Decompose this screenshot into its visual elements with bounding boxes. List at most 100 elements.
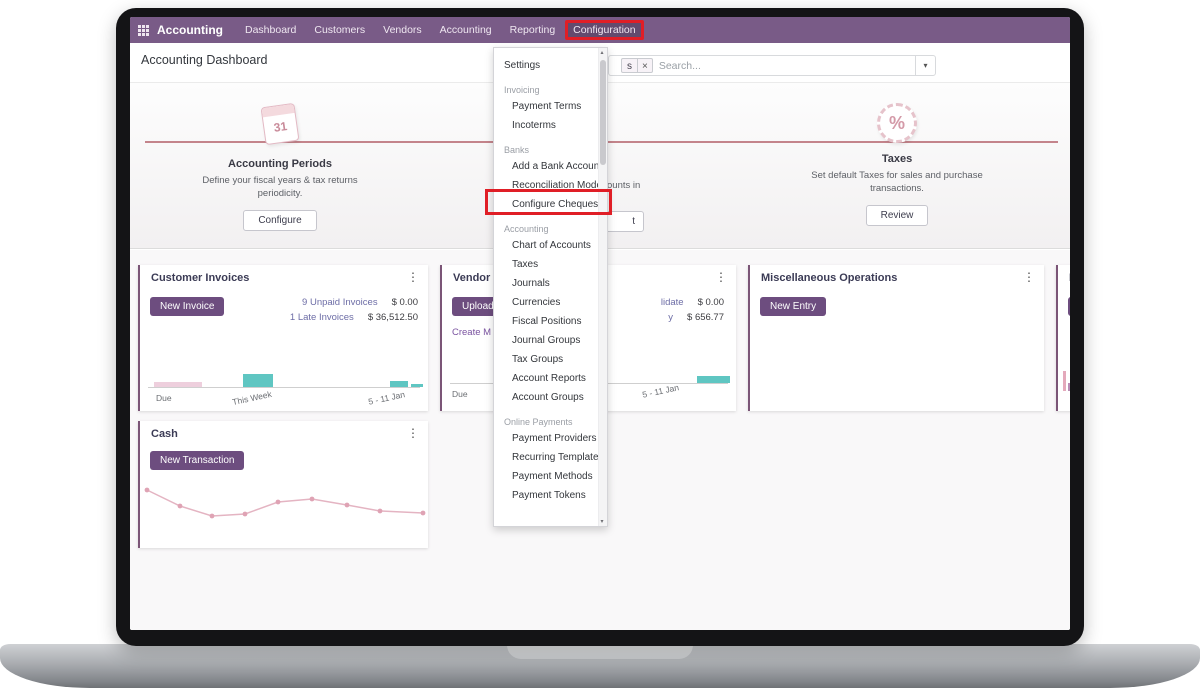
menu-section-invoicing: Invoicing — [504, 85, 540, 95]
stat-row: y $ 656.77 — [594, 310, 724, 325]
menu-section-banks: Banks — [504, 145, 530, 155]
nav-item-configuration[interactable]: Configuration — [565, 20, 644, 40]
card-customer-invoices: Customer Invoices ⋮ New Invoice 9 Unpaid… — [138, 265, 428, 411]
search-facet[interactable]: s × — [621, 58, 653, 73]
upload-button[interactable]: Upload — [452, 297, 504, 316]
step-title: Taxes — [881, 153, 913, 165]
menu-item-account-reports[interactable]: Account Reports — [512, 373, 586, 384]
chart-bar-teal — [697, 376, 730, 383]
menu-item-journal-groups[interactable]: Journal Groups — [512, 335, 581, 346]
new-transaction-button[interactable]: New Transaction — [150, 451, 245, 470]
menu-section-online-payments: Online Payments — [504, 417, 573, 427]
nav-item-accounting[interactable]: Accounting — [439, 24, 492, 36]
dropdown-scrollbar[interactable]: ▴ ▾ — [598, 48, 607, 526]
occluded-step-text-fragment: ounts in — [607, 180, 641, 191]
new-entry-button[interactable]: New Entry — [760, 297, 827, 316]
stat-row: 1 Late Invoices $ 36,512.50 — [248, 310, 418, 325]
chart-axis — [148, 387, 420, 388]
axis-label: Due — [452, 389, 468, 399]
axis-label: 5 - 11 Jan — [367, 389, 406, 407]
nav-item-vendors[interactable]: Vendors — [383, 24, 422, 36]
step-description: Define your fiscal years & tax returns p… — [202, 175, 358, 199]
menu-item-payment-terms[interactable]: Payment Terms — [512, 101, 582, 112]
chart-bar-pink — [154, 382, 202, 387]
laptop-screen: Accounting Dashboard Customers Vendors A… — [130, 17, 1070, 630]
menu-item-account-groups[interactable]: Account Groups — [512, 392, 584, 403]
axis-label: Due — [156, 393, 172, 403]
menu-item-currencies[interactable]: Currencies — [512, 297, 561, 308]
menu-item-journals[interactable]: Journals — [512, 278, 550, 289]
menu-item-tax-groups[interactable]: Tax Groups — [512, 354, 564, 365]
menu-item-fiscal-positions[interactable]: Fiscal Positions — [512, 316, 582, 327]
menu-item-incoterms[interactable]: Incoterms — [512, 120, 556, 131]
stat-amount: $ 36,512.50 — [367, 312, 418, 323]
create-manually-link[interactable]: Create M — [452, 327, 492, 338]
stat-label[interactable]: 1 Late Invoices — [289, 312, 354, 323]
invoice-stats: 9 Unpaid Invoices $ 0.00 1 Late Invoices… — [248, 295, 418, 325]
card-cash: Cash ⋮ New Transaction — [138, 421, 428, 548]
scroll-down-icon[interactable]: ▾ — [600, 519, 604, 525]
card-title: Miscellaneous Operations — [761, 272, 898, 284]
chart-bar-purple — [1068, 383, 1070, 391]
menu-item-configure-cheques[interactable]: Configure Cheques — [512, 199, 599, 210]
laptop-notch — [507, 644, 693, 659]
review-button[interactable]: Review — [865, 205, 929, 226]
nav-item-reporting[interactable]: Reporting — [509, 24, 556, 36]
apps-menu-icon[interactable] — [138, 24, 149, 36]
chart-bar-teal — [243, 374, 273, 387]
menu-item-chart-of-accounts[interactable]: Chart of Accounts — [512, 240, 591, 251]
axis-label: 5 - 11 Jan — [641, 382, 680, 400]
stat-label[interactable]: y — [668, 312, 674, 323]
menu-item-payment-methods[interactable]: Payment Methods — [512, 471, 593, 482]
step-description: Set default Taxes for sales and purchase… — [811, 170, 983, 194]
chart-bar-pink — [1063, 371, 1066, 391]
laptop-bezel: Accounting Dashboard Customers Vendors A… — [116, 8, 1084, 646]
axis-label: This Week — [231, 388, 273, 408]
page-title: Accounting Dashboard — [141, 53, 268, 67]
card-title: B — [1069, 272, 1070, 284]
scrollbar-thumb[interactable] — [600, 60, 606, 165]
card-title: Cash — [151, 428, 178, 440]
menu-item-add-bank-account[interactable]: Add a Bank Account — [512, 161, 603, 172]
clipped-card-button[interactable]: N — [1068, 297, 1070, 316]
stat-amount: $ 656.77 — [687, 312, 724, 323]
onboarding-step-accounting-periods: 31 Accounting Periods Define your fiscal… — [180, 102, 380, 231]
chart-bar-teal — [390, 381, 408, 387]
card-miscellaneous-operations: Miscellaneous Operations ⋮ New Entry — [748, 265, 1044, 411]
facet-close-icon[interactable]: × — [637, 59, 652, 72]
search-dropdown-caret-icon[interactable]: ▾ — [915, 56, 935, 75]
kebab-menu-icon[interactable]: ⋮ — [1023, 270, 1035, 284]
menu-section-accounting: Accounting — [504, 224, 549, 234]
configure-button[interactable]: Configure — [243, 210, 317, 231]
app-brand[interactable]: Accounting — [157, 23, 223, 37]
stat-label[interactable]: 9 Unpaid Invoices — [302, 297, 378, 308]
stat-row: 9 Unpaid Invoices $ 0.00 — [248, 295, 418, 310]
stat-row: lidate $ 0.00 — [594, 295, 724, 310]
kebab-menu-icon[interactable]: ⋮ — [407, 426, 419, 440]
scroll-up-icon[interactable]: ▴ — [600, 50, 604, 56]
stat-label[interactable]: lidate — [660, 297, 684, 308]
nav-item-customers[interactable]: Customers — [314, 24, 366, 36]
menu-item-payment-providers[interactable]: Payment Providers — [512, 433, 597, 444]
nav-item-dashboard[interactable]: Dashboard — [245, 24, 297, 36]
search-facet-label: s — [627, 61, 632, 72]
onboarding-step-taxes: % Taxes Set default Taxes for sales and … — [797, 103, 997, 226]
stat-amount: $ 0.00 — [697, 297, 724, 308]
menu-item-recurring-templates[interactable]: Recurring Templates — [512, 452, 604, 463]
card-title: Customer Invoices — [151, 272, 250, 284]
cash-line-chart — [144, 487, 426, 519]
kebab-menu-icon[interactable]: ⋮ — [407, 270, 419, 284]
kebab-menu-icon[interactable]: ⋮ — [715, 270, 727, 284]
card-title: Vendor — [453, 272, 491, 284]
search-bar[interactable]: s × ▾ — [608, 55, 936, 76]
calendar-icon: 31 — [260, 102, 300, 146]
menu-item-reconciliation-models[interactable]: Reconciliation Models — [512, 180, 607, 191]
bill-stats: lidate $ 0.00 y $ 656.77 — [594, 295, 724, 325]
menu-item-taxes[interactable]: Taxes — [512, 259, 539, 270]
search-input[interactable] — [652, 59, 915, 72]
menu-item-settings[interactable]: Settings — [504, 60, 541, 71]
step-title: Accounting Periods — [228, 158, 332, 170]
menu-item-payment-tokens[interactable]: Payment Tokens — [512, 490, 586, 501]
new-invoice-button[interactable]: New Invoice — [150, 297, 225, 316]
